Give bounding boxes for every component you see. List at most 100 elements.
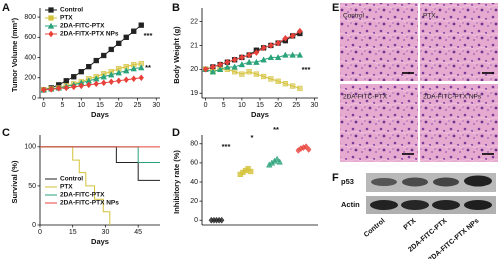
panel-letter: D [172, 127, 180, 139]
marker [289, 83, 296, 89]
y-tick-label: 400 [24, 54, 36, 61]
marker [275, 78, 281, 84]
band [433, 177, 459, 187]
marker [71, 74, 77, 80]
band [464, 175, 492, 187]
x-tick-label: 45 [134, 229, 142, 236]
marker [78, 69, 84, 75]
histology-panel: Control PTX 2DA-FITC-PTX 2DA-FITC-PTX NPs [340, 3, 498, 162]
series-line [40, 146, 160, 163]
marker [275, 39, 281, 47]
marker [123, 67, 130, 74]
marker [93, 80, 99, 88]
marker [210, 63, 216, 71]
legend-label: 2DA-FITX-PTX NPs [60, 31, 119, 38]
x-tick-label: 30 [102, 229, 110, 236]
marker [63, 84, 69, 92]
marker [131, 75, 137, 83]
y-axis-label: Tumor Volume (mm³) [10, 17, 19, 92]
annotation: ** [145, 63, 151, 72]
marker [253, 49, 260, 57]
marker [289, 32, 296, 40]
blot-lane-label: PTX [403, 217, 418, 231]
x-axis-label: Days [91, 237, 109, 246]
marker [260, 44, 267, 52]
marker [202, 65, 209, 73]
marker [297, 85, 303, 92]
marker [138, 22, 144, 28]
marker [86, 81, 92, 89]
y-tick-label: 600 [24, 34, 36, 41]
marker [260, 56, 267, 63]
marker [131, 28, 137, 34]
marker [48, 30, 54, 38]
marker [282, 34, 289, 42]
legend-label: PTX [60, 15, 73, 22]
blot-strip [366, 196, 496, 214]
x-tick-label: 30 [152, 102, 160, 109]
x-tick-label: 20 [274, 102, 282, 109]
x-tick-label: 25 [134, 102, 142, 109]
annotation: ** [273, 125, 279, 134]
marker [238, 61, 246, 68]
series-line [40, 146, 160, 181]
panel-letter: B [172, 2, 180, 14]
marker [130, 65, 137, 72]
marker [246, 51, 252, 59]
marker [138, 74, 144, 82]
marker [268, 76, 274, 82]
y-tick-label: 0 [32, 222, 36, 229]
marker [268, 42, 274, 49]
y-tick-label: 20 [190, 66, 198, 73]
marker [216, 65, 224, 72]
marker [296, 51, 304, 58]
histology-image [340, 3, 418, 81]
marker [123, 76, 129, 84]
marker [209, 68, 217, 75]
x-tick-label: 10 [77, 102, 85, 109]
marker [116, 40, 122, 47]
annotation: * [251, 133, 254, 142]
legend-label: 2DA-FITC-PTX NPs [60, 200, 119, 207]
legend-label: Control [60, 7, 83, 14]
marker [47, 22, 55, 29]
x-tick-label: 20 [115, 102, 123, 109]
blot-row-label: Actin [341, 200, 360, 209]
panel-letter: F [332, 172, 339, 184]
marker [245, 58, 253, 65]
marker [239, 53, 245, 61]
histology-image [340, 84, 418, 162]
histology-image [420, 84, 498, 162]
x-tick-label: 30 [310, 102, 318, 109]
blot-lane-label: Control [363, 218, 387, 239]
marker [86, 63, 92, 70]
marker [253, 58, 260, 65]
x-tick-label: 0 [38, 229, 42, 236]
x-tick-label: 5 [222, 102, 226, 109]
histology-label: 2DA-FITC-PTX [343, 94, 388, 101]
marker [218, 216, 225, 224]
marker [108, 71, 115, 78]
marker [116, 77, 122, 85]
y-tick-label: 20 [190, 198, 198, 205]
marker [41, 86, 47, 94]
x-tick-label: 15 [96, 102, 104, 109]
y-axis-label: Survival (%) [10, 160, 19, 203]
y-tick-label: 0 [194, 217, 198, 224]
legend-label: 2DA-FITC-PTX [60, 23, 105, 30]
x-tick-label: 0 [204, 102, 208, 109]
marker [48, 7, 54, 13]
histology-label: Control [343, 13, 365, 20]
y-tick-label: 80 [190, 141, 198, 148]
x-tick-label: 15 [256, 102, 264, 109]
band [402, 177, 428, 187]
marker [123, 34, 129, 40]
y-tick-label: 100 [24, 144, 36, 151]
x-tick-label: 10 [238, 102, 246, 109]
marker [231, 63, 238, 70]
legend-label: Control [60, 176, 83, 183]
band [371, 178, 397, 186]
panel-letter: C [2, 127, 10, 139]
